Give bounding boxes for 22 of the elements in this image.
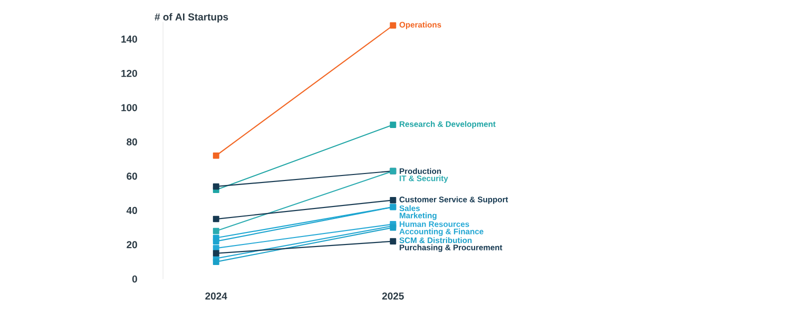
series-label: Accounting & Finance	[399, 228, 484, 236]
series-label: Marketing	[400, 212, 436, 220]
series-label: Operations	[400, 22, 442, 30]
series-label: Customer Service & Support	[400, 196, 508, 204]
y-tick-label: 140	[121, 36, 138, 43]
x-tick-label: 2024	[205, 292, 228, 300]
series-label: SCM & Distribution	[399, 237, 472, 244]
x-tick-label: 2025	[382, 292, 404, 300]
y-tick-label: 0	[132, 275, 138, 283]
series-label: Sales	[399, 205, 420, 212]
series-label: Purchasing & Procurement	[400, 244, 502, 252]
series-label: Production	[400, 168, 441, 174]
y-tick-label: 120	[121, 70, 138, 77]
y-axis-title: # of AI Startups	[154, 13, 228, 22]
y-tick-label: 40	[126, 206, 138, 214]
y-tick-label: 80	[126, 138, 138, 146]
series-label: IT & Security	[400, 175, 448, 183]
y-tick-label: 100	[121, 104, 138, 112]
y-tick-label: 20	[126, 241, 138, 248]
series-label: Research & Development	[400, 121, 496, 129]
series-label: Human Resources	[400, 221, 470, 227]
y-tick-label: 60	[126, 172, 138, 180]
